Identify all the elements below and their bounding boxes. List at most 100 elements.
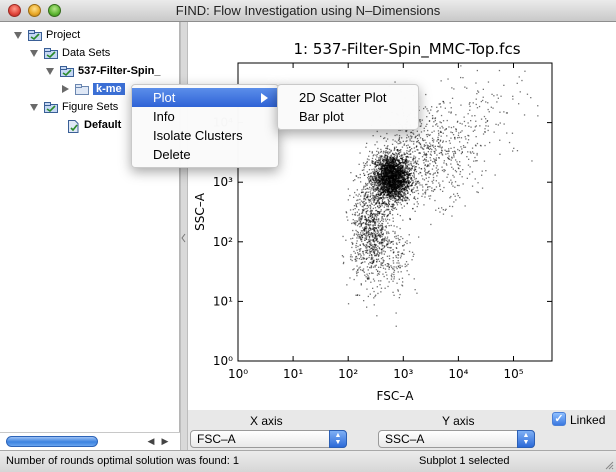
scrollbar-thumb[interactable] (6, 436, 98, 447)
scatter-point (392, 157, 394, 159)
scatter-point (370, 212, 373, 214)
scatter-point (362, 227, 364, 229)
scatter-point (396, 187, 398, 190)
scatter-point (397, 167, 399, 169)
scatter-point (360, 254, 362, 257)
scatter-point (384, 238, 386, 240)
scatter-point (386, 161, 388, 163)
disclosure-triangle-icon[interactable] (62, 85, 69, 94)
scatter-point (372, 182, 374, 184)
linked-checkbox[interactable]: ✓ (552, 412, 566, 426)
scatter-point (442, 120, 445, 122)
close-window-button[interactable] (8, 4, 21, 17)
scatter-point (363, 166, 365, 169)
menu-item-isolate-clusters[interactable]: Isolate Clusters (132, 126, 278, 145)
scatter-point (375, 237, 377, 239)
tree-item-project[interactable]: Project (14, 26, 80, 44)
scatter-point (386, 179, 388, 182)
disclosure-triangle-icon[interactable] (30, 103, 38, 111)
select-arrows-icon[interactable]: ▲ ▼ (329, 430, 347, 448)
scatter-point (384, 201, 386, 203)
menu-item-bar-plot[interactable]: Bar plot (278, 107, 418, 126)
scatter-point (376, 195, 379, 198)
tree-item-file[interactable]: 537-Filter-Spin_ (46, 62, 161, 80)
scatter-point (408, 164, 410, 166)
scatter-point (363, 254, 365, 256)
scatter-point (390, 174, 392, 176)
scatter-point (353, 278, 355, 281)
scatter-point (374, 213, 376, 215)
tree-item-figure-sets[interactable]: Figure Sets (30, 98, 118, 116)
scatter-point (370, 194, 372, 196)
pane-splitter[interactable] (180, 22, 188, 450)
scatter-point (462, 77, 464, 79)
scatter-point (357, 254, 360, 256)
scatter-point (374, 223, 377, 225)
scatter-point (404, 263, 406, 265)
scatter-point (379, 271, 381, 273)
scatter-point (370, 189, 372, 191)
select-arrows-icon[interactable]: ▲ ▼ (517, 430, 535, 448)
scatter-point (363, 174, 366, 176)
scatter-plot[interactable]: 1: 537-Filter-Spin_MMC-Top.fcs 10⁰ 10¹ 10²… (188, 22, 616, 410)
scatter-point (356, 237, 358, 239)
scatter-point (359, 220, 362, 222)
tree-item-default[interactable]: Default (66, 116, 121, 134)
scatter-point (380, 266, 382, 268)
scatter-point (363, 204, 365, 207)
disclosure-triangle-icon[interactable] (46, 67, 54, 75)
y-axis-select[interactable]: SSC–A ▲ ▼ (378, 430, 535, 448)
scatter-point (394, 195, 396, 198)
scatter-point (374, 221, 376, 223)
scatter-point (439, 185, 441, 187)
scatter-point (389, 198, 392, 200)
scatter-point (429, 148, 432, 150)
menu-item-plot[interactable]: Plot (132, 88, 278, 107)
scatter-point (459, 171, 462, 173)
menu-item-delete[interactable]: Delete (132, 145, 278, 164)
scatter-point (477, 90, 479, 92)
scatter-point (389, 185, 391, 188)
plot-panel[interactable]: 1: 537-Filter-Spin_MMC-Top.fcs 10⁰ 10¹ 10²… (188, 22, 616, 410)
scatter-point (377, 250, 379, 252)
scatter-point (379, 206, 381, 209)
scatter-point (379, 225, 381, 227)
scatter-point (372, 212, 374, 215)
scatter-point (375, 177, 377, 179)
scatter-point (461, 176, 463, 178)
scatter-point (359, 216, 361, 218)
tree-item-selected[interactable]: k-me (62, 80, 125, 98)
scroll-left-arrow-icon[interactable]: ◀ (147, 436, 155, 446)
disclosure-triangle-icon[interactable] (30, 49, 38, 57)
disclosure-triangle-icon[interactable] (14, 31, 22, 39)
splitter-handle-icon[interactable] (181, 232, 187, 244)
scatter-point (398, 278, 400, 280)
scatter-point (368, 169, 371, 171)
scatter-point (490, 106, 492, 108)
scatter-point (385, 195, 387, 197)
zoom-window-button[interactable] (48, 4, 61, 17)
scatter-point (457, 134, 460, 136)
tree-horizontal-scrollbar[interactable]: ◀ ▶ (0, 432, 180, 450)
scatter-point (427, 171, 430, 173)
scatter-point (402, 169, 404, 171)
resize-grip-icon[interactable] (604, 460, 614, 470)
scatter-point (391, 143, 394, 145)
scatter-point (408, 183, 410, 185)
scatter-point (380, 230, 383, 232)
scatter-point (393, 165, 395, 167)
scatter-point (434, 151, 436, 153)
menu-item-2d-scatter-plot[interactable]: 2D Scatter Plot (278, 88, 418, 107)
scatter-point (374, 218, 376, 221)
scroll-right-arrow-icon[interactable]: ▶ (161, 436, 169, 446)
minimize-window-button[interactable] (28, 4, 41, 17)
scatter-point (380, 168, 382, 170)
scatter-point (368, 249, 370, 251)
menu-item-info[interactable]: Info (132, 107, 278, 126)
x-axis-select[interactable]: FSC–A ▲ ▼ (190, 430, 347, 448)
scatter-point (414, 161, 416, 163)
scatter-point (456, 121, 459, 123)
tree-item-data-sets[interactable]: Data Sets (30, 44, 110, 62)
scatter-point (402, 178, 404, 180)
scatter-point (391, 268, 394, 270)
